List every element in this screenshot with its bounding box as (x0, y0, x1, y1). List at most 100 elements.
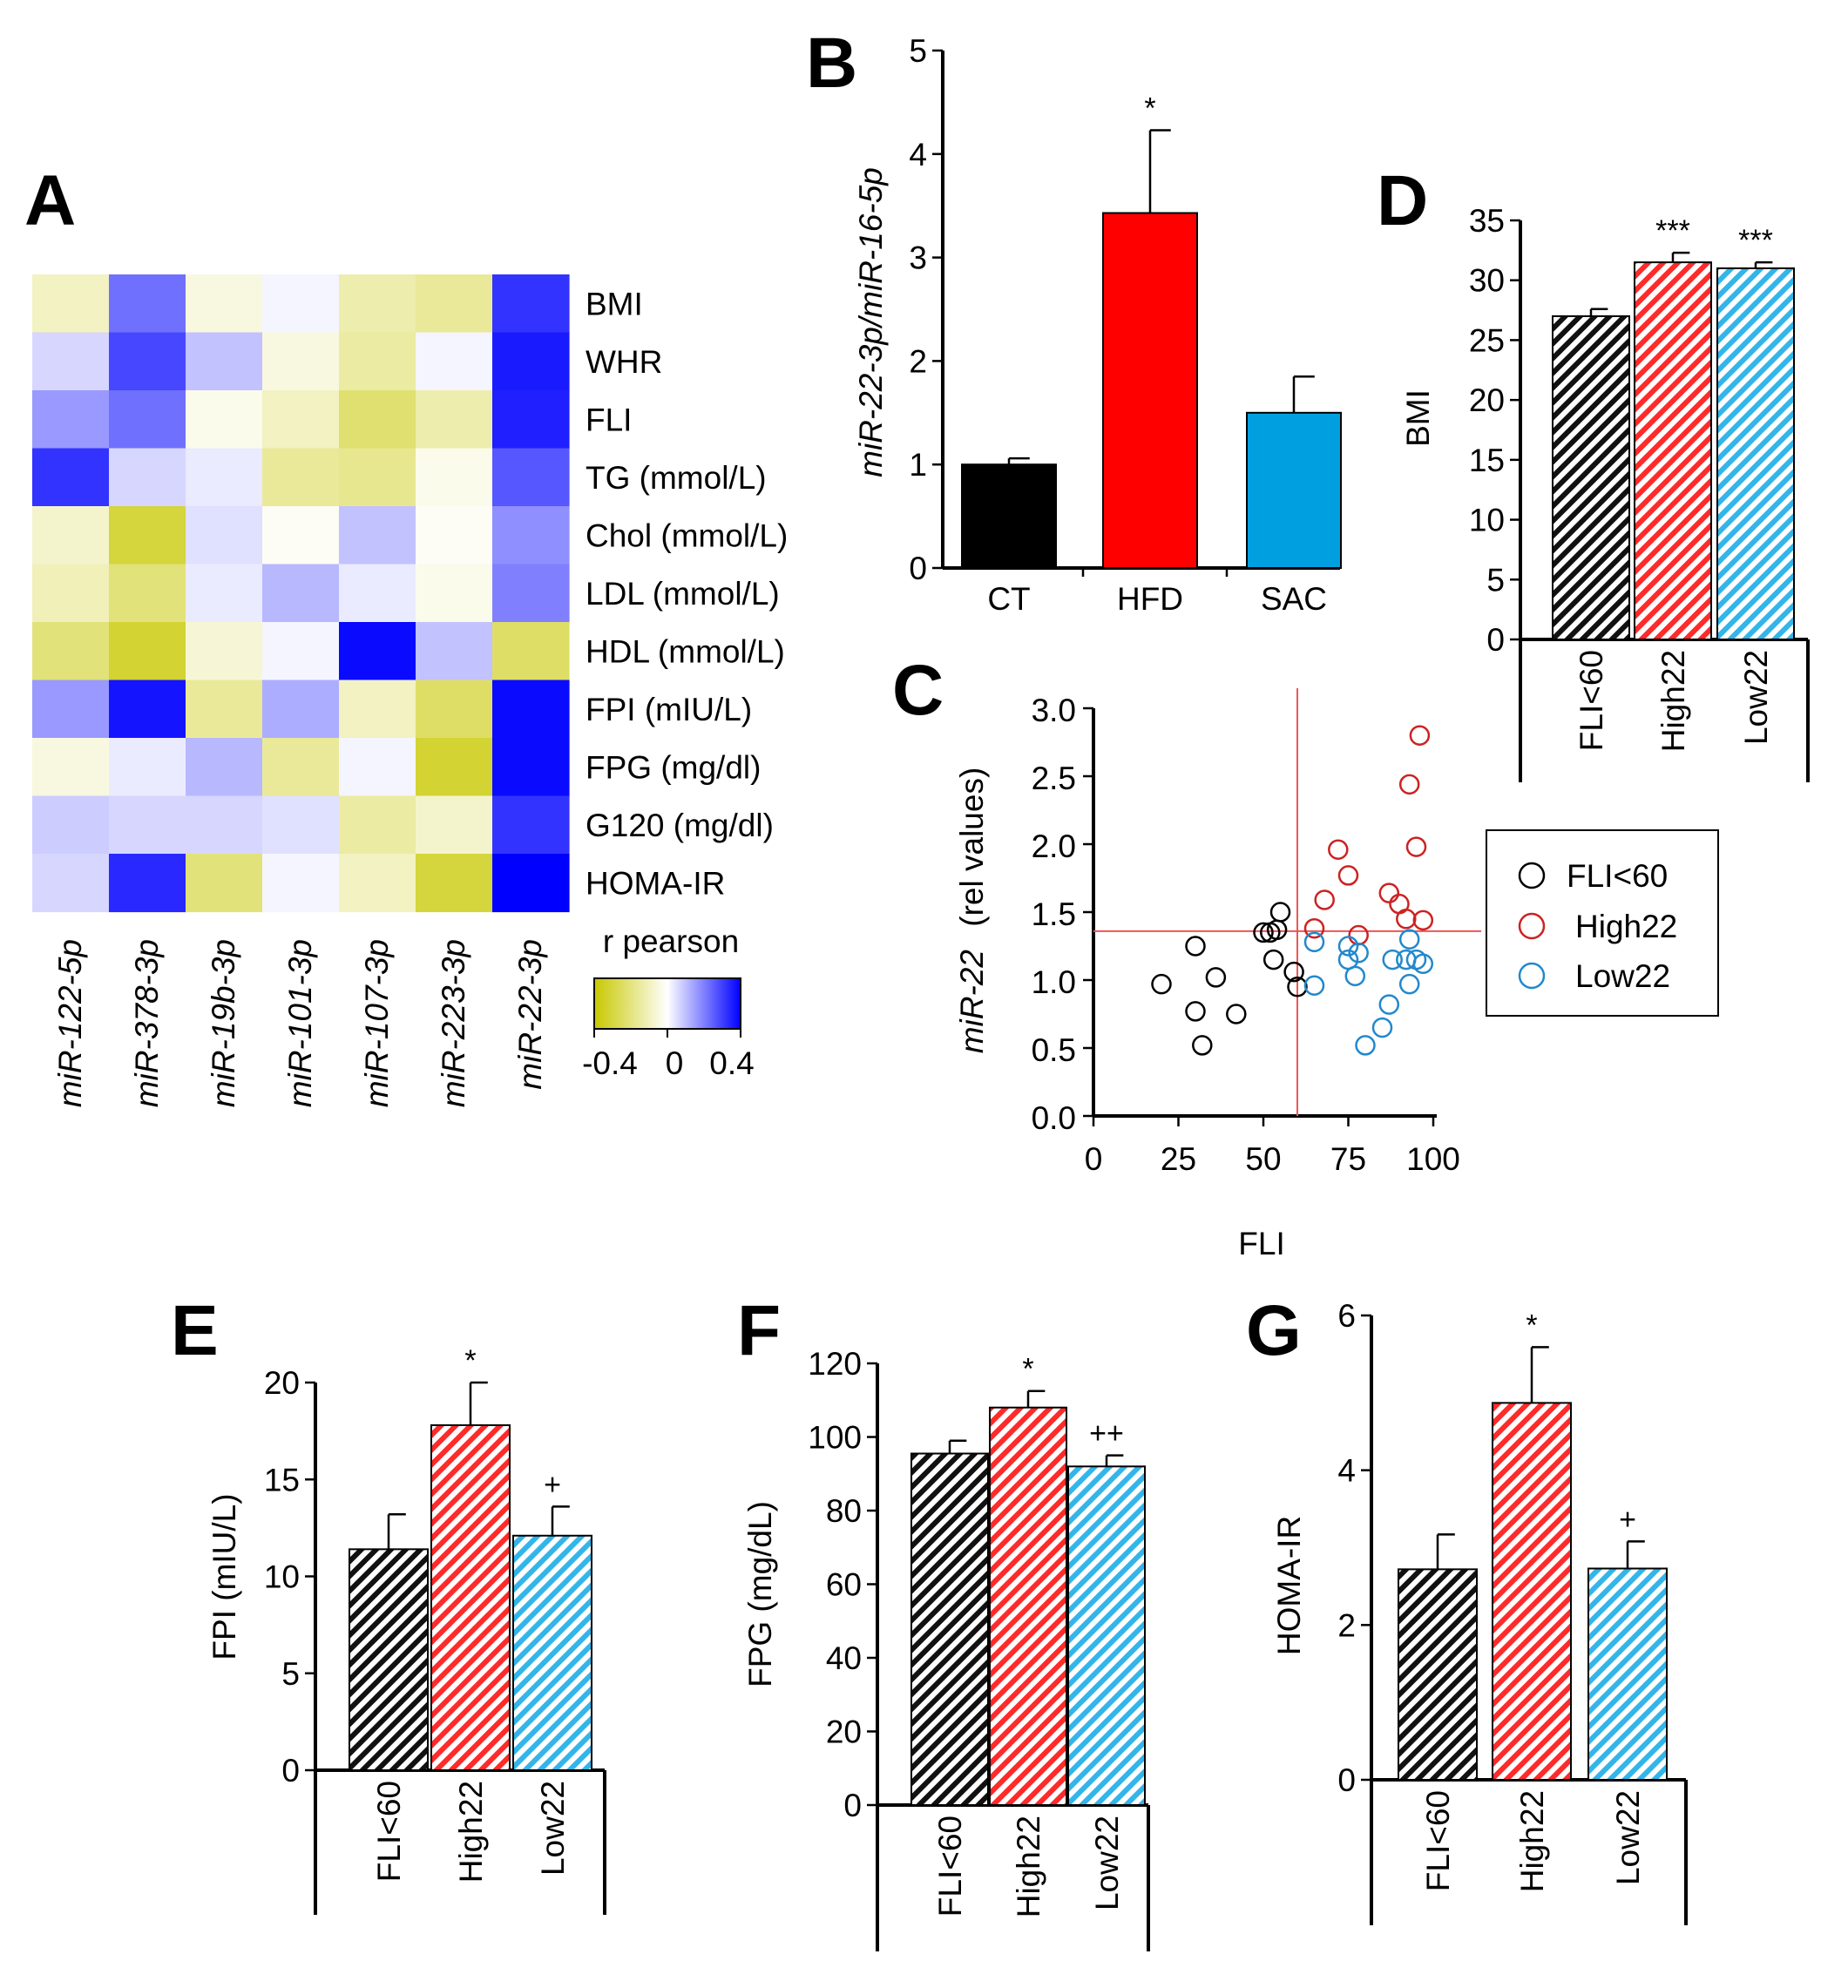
heat-cell-chol-mmol-l-mir-378-3p (109, 506, 186, 565)
panel-d-bar-low22 (1716, 267, 1795, 640)
heat-cell-fpg-mg-dl-mir-22-3p (492, 738, 570, 797)
legend-marker-low22 (1518, 962, 1546, 990)
heat-cell-homa-ir-mir-101-3p (262, 854, 340, 913)
heat-cell-bmi-mir-101-3p (262, 274, 340, 334)
heat-cell-hdl-mmol-l-mir-378-3p (109, 622, 186, 681)
panel-e-bar-high22 (430, 1423, 511, 1771)
panel-e-ytick-0: 0 (281, 1753, 300, 1789)
heat-cell-chol-mmol-l-mir-107-3p (339, 506, 416, 565)
panel-f-ytick-2: 40 (826, 1640, 862, 1676)
panel-c-point-fli-60-9 (1266, 919, 1288, 941)
panel-c-point-high22-0 (1303, 917, 1325, 939)
panel-d-ytick-6: 30 (1469, 263, 1505, 299)
panel-b-xlabel-ct: CT (987, 581, 1030, 617)
panel-g-bar-fli-60 (1398, 1568, 1478, 1781)
panel-f-bar-chart: F FPG (mg/dL) 0 20 40 60 80 100 120 FLI<60 * High… (737, 1291, 1150, 1951)
heat-cell-chol-mmol-l-mir-19b-3p (186, 506, 263, 565)
heat-row-label-ldl-mmol-l: LDL (mmol/L) (586, 576, 780, 612)
panel-b-ytick-3: 3 (909, 240, 927, 276)
panel-d-xlabel-fli-60: FLI<60 (1574, 650, 1609, 751)
heat-cell-chol-mmol-l-mir-101-3p (262, 506, 340, 565)
heat-row-label-fpg-mg-dl: FPG (mg/dl) (586, 749, 761, 785)
panel-f-ytick-1: 20 (826, 1714, 862, 1750)
colorbar-tick-high: 0.4 (709, 1045, 754, 1081)
panel-f-ytick-6: 120 (808, 1346, 862, 1382)
heat-cell-chol-mmol-l-mir-223-3p (416, 506, 493, 565)
heat-row-label-fpi-miu-l: FPI (mIU/L) (586, 692, 752, 727)
heat-col-label-mir-19b-3p: miR-19b-3p (206, 939, 241, 1107)
heat-cell-bmi-mir-223-3p (416, 274, 493, 334)
panel-b-bar-hfd (1102, 212, 1198, 570)
panel-f-xlabel-high22: High22 (1011, 1816, 1046, 1917)
panel-d-ylabel: BMI (1400, 389, 1436, 447)
heat-col-label-mir-122-5p: miR-122-5p (52, 939, 88, 1107)
panel-c-point-high22-2 (1328, 839, 1349, 860)
panel-c-point-low22-1 (1303, 975, 1325, 996)
panel-g-ylabel: HOMA-IR (1271, 1516, 1307, 1655)
panel-c-ytick-6: 3.0 (1032, 693, 1076, 728)
svg-text:miR-22 (rel values): miR-22 (rel values) (954, 767, 990, 1054)
panel-c-xtick-1: 25 (1161, 1141, 1196, 1177)
panel-c-point-high22-9 (1405, 836, 1427, 857)
panel-c-point-low22-4 (1344, 965, 1366, 987)
heat-cell-fpg-mg-dl-mir-101-3p (262, 738, 340, 797)
colorbar-tick-low: -0.4 (582, 1045, 638, 1081)
panel-c-point-high22-4 (1348, 924, 1369, 946)
heat-cell-whr-mir-19b-3p (186, 332, 263, 391)
heat-cell-g120-mg-dl-mir-107-3p (339, 795, 416, 855)
colorbar-gradient (593, 977, 741, 1030)
panel-d-ytick-2: 10 (1469, 503, 1505, 538)
heat-cell-fpi-miu-l-mir-122-5p (32, 680, 110, 739)
panel-b-ytick-0: 0 (909, 551, 927, 586)
panel-c-point-fli-60-3 (1192, 1035, 1213, 1056)
panel-e-ytick-3: 15 (264, 1462, 300, 1498)
heat-cell-whr-mir-101-3p (262, 332, 340, 391)
panel-d-ytick-1: 5 (1486, 562, 1505, 598)
panel-f-ylabel: FPG (mg/dL) (742, 1501, 778, 1687)
panel-c-ylabel-gene: miR-22 (954, 950, 990, 1054)
heat-cell-g120-mg-dl-mir-101-3p (262, 795, 340, 855)
heat-cell-fli-mir-19b-3p (186, 390, 263, 450)
heat-cell-fli-mir-101-3p (262, 390, 340, 450)
heat-row-label-tg-mmol-l: TG (mmol/L) (586, 460, 767, 496)
heatmap-row-labels: BMI WHR FLI TG (mmol/L) Chol (mmol/L) LDL (mm… (586, 286, 788, 901)
panel-b-ytick-1: 1 (909, 447, 927, 483)
colorbar-tick-mid: 0 (666, 1045, 684, 1081)
heat-cell-fpi-miu-l-mir-107-3p (339, 680, 416, 739)
panel-c-point-low22-9 (1382, 949, 1403, 970)
panel-d-ytick-3: 15 (1469, 443, 1505, 478)
panel-f-plot-area: 0 20 40 60 80 100 120 FLI<60 * High22 ++ Low22 (808, 1346, 1150, 1951)
panel-c-ytick-0: 0.0 (1032, 1100, 1076, 1136)
panel-f-ytick-5: 100 (808, 1420, 862, 1456)
panel-b-ylabel: miR-22-3p/miR-16-5p (853, 167, 889, 477)
panel-b-xlabel-sac: SAC (1261, 581, 1327, 617)
panel-e-plot-area: 0 5 10 15 20 FLI<60 * High22 + Low22 (264, 1344, 606, 1915)
legend-marker-fli60 (1518, 862, 1546, 889)
heat-cell-fpg-mg-dl-mir-378-3p (109, 738, 186, 797)
heat-cell-bmi-mir-107-3p (339, 274, 416, 334)
panel-c-point-high22-7 (1396, 909, 1417, 930)
heat-cell-g120-mg-dl-mir-19b-3p (186, 795, 263, 855)
panel-e-xlabel-high22: High22 (453, 1781, 489, 1883)
panel-c-point-high22-8 (1398, 774, 1420, 795)
heat-cell-tg-mmol-l-mir-107-3p (339, 448, 416, 507)
panel-c-xtick-0: 0 (1085, 1141, 1103, 1177)
heat-cell-fpg-mg-dl-mir-223-3p (416, 738, 493, 797)
heat-cell-whr-mir-22-3p (492, 332, 570, 391)
panel-b-annotation-hfd: * (1144, 91, 1155, 125)
panel-label-f: F (737, 1291, 781, 1370)
heat-cell-hdl-mmol-l-mir-107-3p (339, 622, 416, 681)
panel-c-ylabel: miR-22 (rel values) (954, 767, 990, 1054)
panel-d-ytick-5: 25 (1469, 322, 1505, 358)
heat-cell-homa-ir-mir-122-5p (32, 854, 110, 913)
panel-d-bar-fli-60 (1552, 314, 1630, 640)
panel-g-ytick-3: 6 (1337, 1298, 1356, 1334)
heat-cell-chol-mmol-l-mir-22-3p (492, 506, 570, 565)
heat-cell-homa-ir-mir-19b-3p (186, 854, 263, 913)
panel-c-point-fli-60-5 (1226, 1004, 1247, 1024)
legend-label-fli60: FLI<60 (1567, 858, 1668, 894)
heat-cell-bmi-mir-378-3p (109, 274, 186, 334)
heat-cell-homa-ir-mir-378-3p (109, 854, 186, 913)
panel-e-bar-low22 (512, 1534, 592, 1772)
heat-cell-ldl-mmol-l-mir-107-3p (339, 564, 416, 623)
